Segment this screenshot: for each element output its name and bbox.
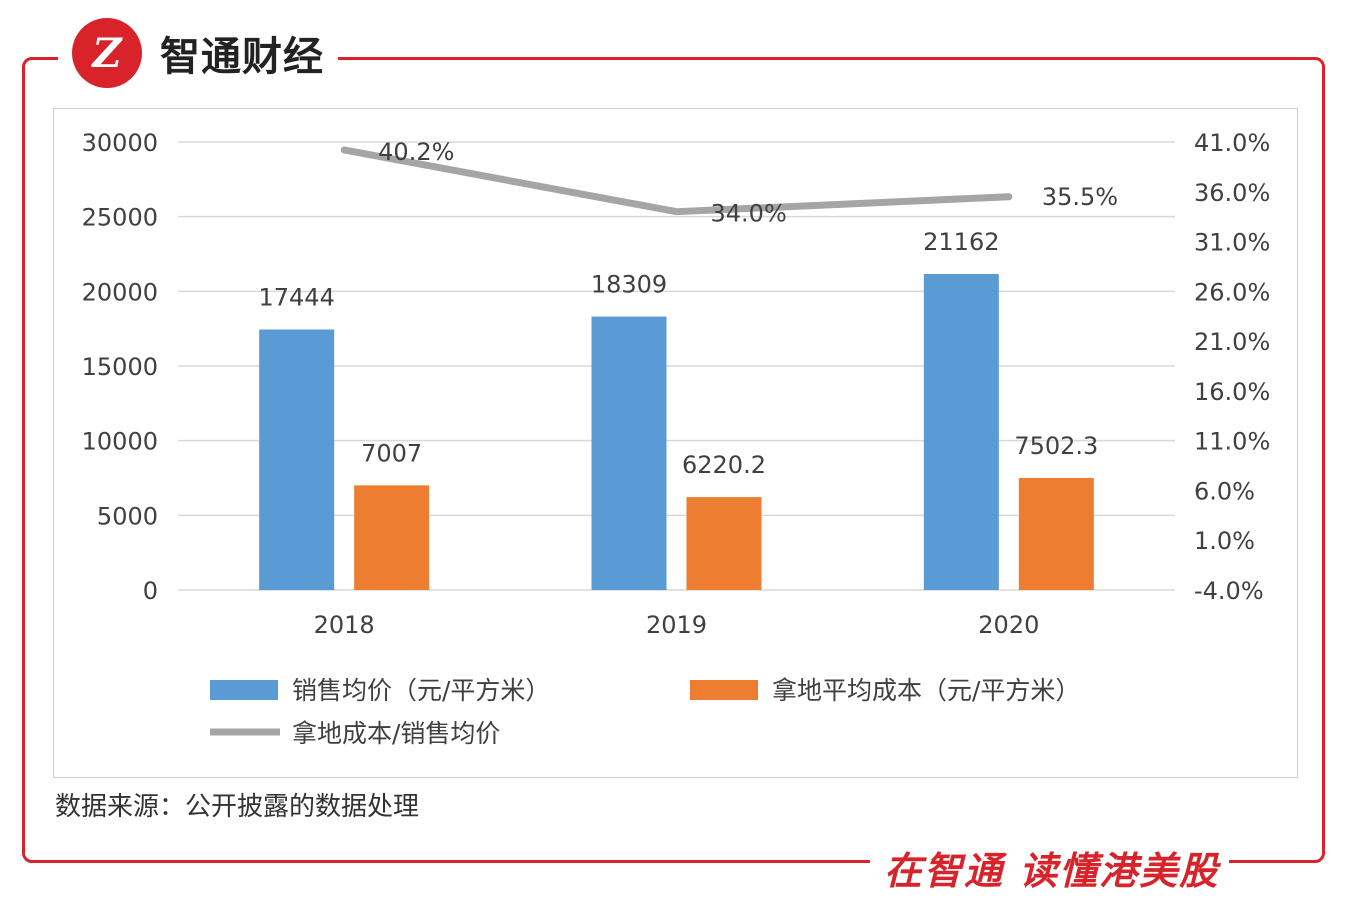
brand-logo-text: Z [92, 29, 122, 77]
legend-label: 拿地成本/销售均价 [292, 719, 500, 748]
y-right-tick-label: 36.0% [1194, 179, 1270, 207]
y-left-tick-label: 20000 [82, 278, 158, 306]
bar [1018, 477, 1094, 590]
data-source-note: 数据来源：公开披露的数据处理 [55, 792, 420, 822]
bar-data-label: 7502.3 [1014, 432, 1098, 460]
bar [686, 497, 762, 590]
y-left-tick-label: 25000 [82, 204, 158, 232]
bar-data-label: 6220.2 [682, 451, 766, 479]
y-left-tick-label: 10000 [82, 428, 158, 456]
bar [923, 273, 999, 590]
legend-label: 销售均价（元/平方米） [292, 676, 550, 705]
line-data-label: 34.0% [711, 200, 787, 228]
line-data-label: 40.2% [378, 138, 454, 166]
x-tick-label: 2018 [314, 611, 375, 639]
brand-logo: Z [72, 18, 142, 88]
brand-header: Z 智通财经 [58, 8, 338, 98]
line-data-label: 35.5% [1042, 183, 1118, 211]
bar-data-label: 17444 [258, 284, 334, 312]
brand-name: 智通财经 [160, 34, 324, 80]
y-right-tick-label: 21.0% [1194, 328, 1270, 356]
line-point [1005, 193, 1012, 200]
y-right-tick-label: 26.0% [1194, 278, 1270, 306]
y-right-tick-label: -4.0% [1194, 577, 1264, 605]
y-right-tick-label: 16.0% [1194, 378, 1270, 406]
y-right-tick-label: 41.0% [1194, 129, 1270, 157]
legend-label: 拿地平均成本（元/平方米） [772, 676, 1080, 705]
x-tick-label: 2019 [646, 611, 707, 639]
y-right-tick-label: 6.0% [1194, 477, 1255, 505]
y-right-tick-label: 11.0% [1194, 428, 1270, 456]
bar-data-label: 7007 [361, 439, 422, 467]
bar [591, 316, 667, 590]
y-right-tick-label: 31.0% [1194, 229, 1270, 257]
slogan: 在智通 读懂港美股 [870, 840, 1230, 895]
legend-swatch-sales-price [210, 680, 278, 700]
line-point [673, 208, 680, 215]
chart-frame [22, 57, 1325, 863]
line-point [341, 146, 348, 153]
bar [259, 329, 335, 590]
y-left-tick-label: 5000 [97, 502, 158, 530]
bar [354, 485, 430, 590]
bar-data-label: 21162 [923, 228, 999, 256]
bar-data-label: 18309 [591, 271, 667, 299]
legend-swatch-land-cost [690, 680, 758, 700]
x-tick-label: 2020 [978, 611, 1039, 639]
y-right-tick-label: 1.0% [1194, 527, 1255, 555]
y-left-tick-label: 0 [143, 577, 158, 605]
y-left-tick-label: 15000 [82, 353, 158, 381]
y-left-tick-label: 30000 [82, 129, 158, 157]
